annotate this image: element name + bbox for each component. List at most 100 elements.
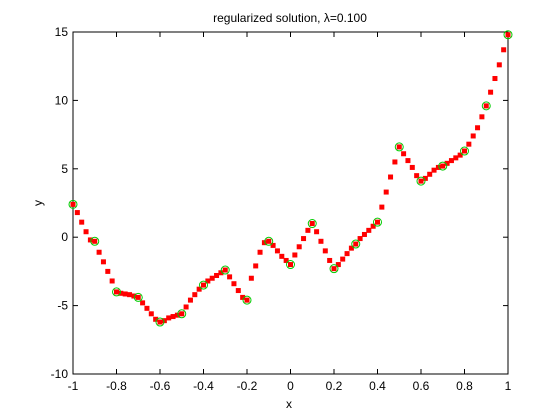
red-square-point	[331, 266, 337, 272]
y-tick-label: 15	[55, 25, 69, 39]
red-square-point	[448, 158, 454, 164]
x-tick-label: 0.6	[413, 379, 430, 393]
y-axis-label: y	[31, 200, 45, 206]
red-square-point	[501, 47, 507, 53]
x-tick-label: -0.2	[237, 379, 258, 393]
chart-title: regularized solution, λ=0.100	[213, 11, 367, 25]
red-square-point	[301, 236, 307, 242]
green-circle-point	[351, 239, 361, 249]
red-square-point	[127, 292, 133, 298]
red-square-point	[161, 318, 167, 324]
red-square-point	[227, 274, 233, 280]
red-square-point	[140, 300, 146, 306]
x-tick-label: 0.8	[456, 379, 473, 393]
red-square-point	[118, 290, 124, 296]
red-square-point	[296, 244, 302, 250]
red-square-point	[361, 231, 367, 237]
red-square-point	[253, 263, 259, 269]
green-circle-point	[112, 287, 121, 297]
red-square-point	[244, 297, 250, 303]
red-square-point	[183, 304, 189, 310]
green-circle-point	[373, 217, 382, 227]
green-circle-point	[394, 142, 404, 152]
red-square-point	[440, 163, 446, 169]
red-square-point	[314, 229, 320, 235]
red-square-point	[283, 257, 289, 263]
red-square-point	[479, 114, 485, 120]
red-square-point	[414, 173, 420, 179]
red-square-point	[405, 158, 411, 164]
x-tick-label: -1	[68, 379, 79, 393]
green-circle-point	[90, 236, 100, 246]
red-square-point	[100, 259, 106, 265]
red-square-point	[87, 237, 93, 243]
red-square-point	[148, 311, 154, 317]
red-square-point	[92, 238, 98, 244]
red-square-point	[261, 240, 267, 246]
red-square-point	[288, 262, 293, 268]
green-circle-point	[68, 199, 78, 209]
red-square-point	[375, 219, 380, 225]
red-square-point	[422, 175, 428, 181]
red-square-point	[475, 125, 481, 131]
red-square-point	[292, 252, 298, 258]
y-tick-label: 10	[55, 93, 69, 107]
red-square-point	[74, 210, 80, 216]
y-tick-label: 0	[61, 230, 68, 244]
red-square-point	[444, 160, 450, 166]
red-square-point	[418, 178, 424, 184]
green-circle-point	[438, 161, 448, 171]
green-circle-point	[177, 309, 187, 319]
red-square-point	[505, 32, 511, 38]
red-square-point	[435, 164, 441, 170]
red-square-point	[96, 249, 102, 255]
green-circle-point	[286, 260, 295, 270]
red-square-point	[214, 273, 220, 279]
red-square-point	[453, 155, 459, 161]
red-square-point	[318, 238, 324, 244]
green-circle-point	[199, 280, 208, 290]
y-axis-ticks: -10 -5 0 5 10 15	[51, 25, 508, 381]
y-tick-label: -10	[51, 367, 69, 381]
red-square-point	[179, 311, 185, 317]
red-square-point	[348, 245, 354, 251]
plot-box	[72, 31, 509, 375]
red-square-point	[466, 141, 472, 147]
x-tick-label: 0	[287, 379, 294, 393]
red-square-point	[322, 248, 328, 254]
red-square-point	[218, 270, 224, 276]
green-circle-point	[307, 219, 317, 229]
red-square-point	[270, 242, 276, 248]
red-square-point	[392, 159, 398, 165]
red-square-point	[309, 221, 315, 227]
red-square-point	[131, 293, 137, 299]
red-square-point	[235, 288, 241, 294]
red-square-point	[257, 249, 263, 255]
green-circle-point	[329, 264, 339, 274]
red-square-point	[83, 229, 89, 235]
red-square-point	[109, 278, 115, 284]
red-square-point	[114, 289, 119, 295]
red-square-point	[470, 133, 476, 139]
red-square-point	[335, 262, 341, 268]
red-square-point	[396, 144, 402, 150]
red-square-point	[157, 319, 163, 325]
green-circle-series	[68, 30, 513, 327]
red-square-point	[327, 257, 333, 263]
red-square-point	[205, 278, 211, 284]
red-square-point	[379, 204, 385, 210]
red-square-point	[496, 62, 502, 68]
green-circle-point	[264, 236, 274, 246]
red-square-point	[401, 151, 407, 157]
red-square-point	[248, 275, 254, 281]
y-tick-label: -5	[57, 299, 68, 313]
red-square-point	[135, 294, 141, 300]
red-square-series	[70, 32, 511, 325]
x-tick-label: -0.8	[106, 379, 127, 393]
red-square-point	[105, 268, 111, 274]
plot-frame	[72, 31, 509, 375]
green-circle-point	[416, 176, 426, 186]
red-square-point	[153, 316, 159, 322]
green-circle-point	[503, 30, 513, 40]
